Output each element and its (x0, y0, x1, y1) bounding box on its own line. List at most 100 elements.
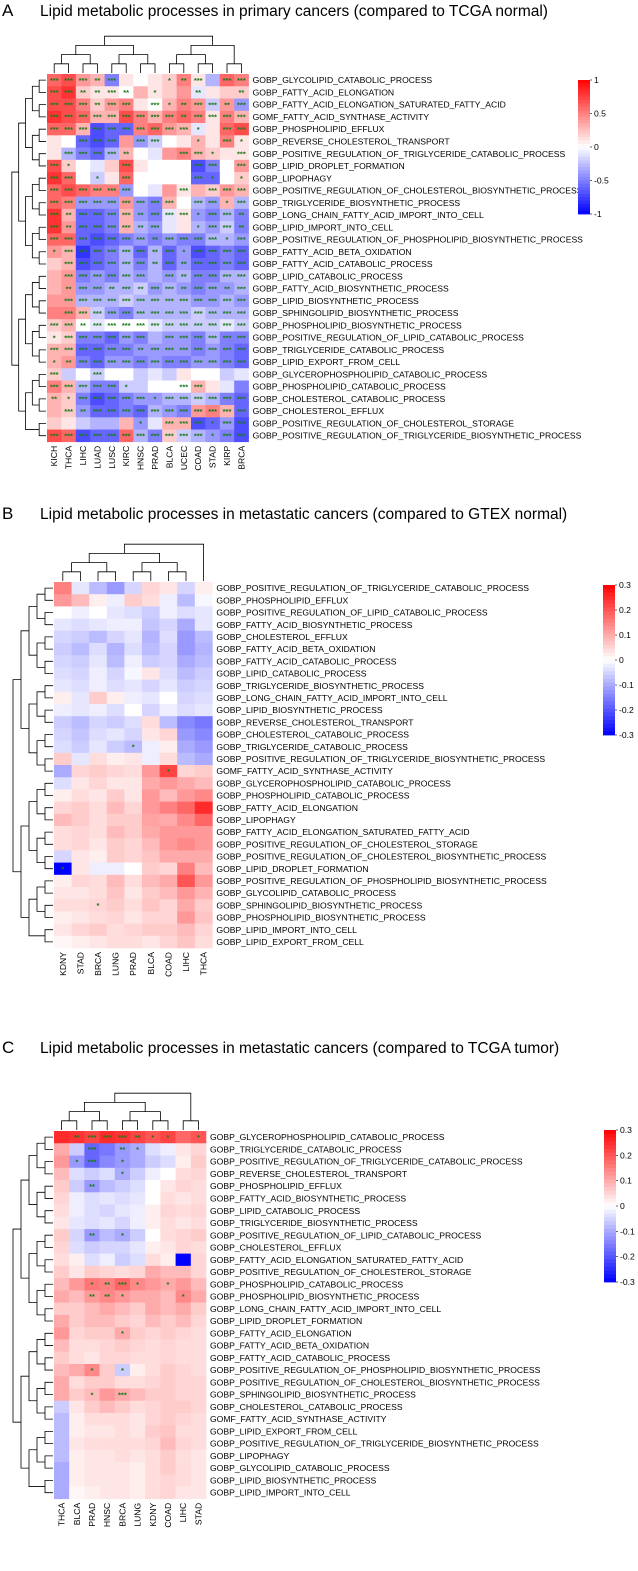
heatmap-cell (160, 1216, 176, 1230)
heatmap-cell (194, 923, 213, 937)
significance-mark: *** (107, 247, 116, 256)
heatmap-cell (219, 208, 235, 222)
significance-mark: *** (79, 333, 88, 342)
significance-mark: ** (94, 76, 100, 85)
significance-mark: *** (194, 247, 203, 256)
row-label: GOBP_TRIGLYCERIDE_CATABOLIC_PROCESS (210, 1144, 402, 1154)
heatmap-cell (106, 691, 125, 705)
significance-mark: * (197, 1133, 200, 1142)
heatmap-cell (147, 392, 163, 406)
heatmap-cell (106, 752, 125, 766)
heatmap-cell (75, 172, 91, 185)
heatmap-cell (159, 704, 178, 717)
dendrograms (11, 35, 242, 437)
legend-tick-label: 0.2 (620, 1150, 632, 1160)
heatmap-cell (104, 110, 120, 124)
significance-mark: *** (194, 382, 203, 391)
heatmap-cell (177, 655, 196, 668)
heatmap-cell (176, 270, 192, 283)
column-label: KIRP (222, 446, 232, 466)
heatmap-cell (194, 643, 213, 656)
heatmap-cell (190, 1216, 207, 1230)
significance-mark: *** (237, 272, 246, 281)
heatmap-cell (69, 1474, 85, 1487)
significance-mark: *** (79, 346, 88, 355)
column-dendrogram-branch (104, 35, 213, 46)
significance-mark: *** (93, 284, 102, 293)
heatmap-cell (133, 196, 149, 210)
heatmap-cell (177, 813, 196, 827)
legend-swatch (604, 1198, 616, 1203)
heatmap-cell (147, 208, 163, 222)
column-label: KICH (49, 446, 59, 467)
heatmap-cell (130, 1449, 146, 1463)
significance-mark: * (75, 1157, 78, 1166)
column-label: STAD (208, 446, 218, 468)
significance-mark: * (182, 1292, 185, 1301)
row-dendrogram-branch (36, 789, 45, 815)
heatmap-cell (84, 1486, 100, 1500)
heatmap-cell (159, 899, 178, 912)
heatmap-cell (75, 233, 91, 246)
heatmap-cell (119, 123, 134, 136)
row-dendrogram-branch (12, 679, 21, 873)
significance-mark: *** (93, 407, 102, 416)
heatmap-cell (114, 1388, 131, 1402)
heatmap-cell (54, 1449, 70, 1463)
heatmap-cell (177, 777, 196, 790)
legend-swatch (603, 630, 615, 635)
row-label: GOBP_FATTY_ACID_ELONGATION (253, 87, 395, 97)
heatmap-cell (160, 1412, 176, 1426)
heatmap-cell (71, 899, 90, 912)
heatmap-cell (133, 135, 149, 148)
legend-swatch (578, 160, 590, 165)
heatmap-cell (159, 850, 178, 863)
heatmap-cell (61, 172, 77, 185)
heatmap-cell (84, 1155, 100, 1169)
heatmap-cell (106, 655, 125, 668)
heatmap-cell (75, 368, 91, 381)
legend-tick-label: 0.1 (619, 630, 631, 640)
heatmap-cell (124, 594, 143, 607)
significance-mark: *** (165, 211, 174, 220)
heatmap-cell (69, 1449, 85, 1463)
row-label: GOBP_FATTY_ACID_ELONGATION_SATURATED_FAT… (216, 827, 469, 837)
heatmap-cell (119, 282, 134, 295)
heatmap-cell (194, 826, 213, 839)
legend-swatch (578, 100, 590, 104)
heatmap-cell (114, 1229, 131, 1242)
heatmap-cell (104, 319, 120, 332)
significance-mark: *** (223, 260, 232, 269)
row-label: GOBP_FATTY_ACID_CATABOLIC_PROCESS (253, 259, 433, 269)
heatmap-cell (71, 911, 90, 924)
significance-mark: *** (93, 260, 102, 269)
row-label: GOBP_CHOLESTEROL_EFFLUX (210, 1243, 342, 1253)
significance-mark: *** (122, 235, 131, 244)
significance-mark: * (226, 235, 229, 244)
heatmap-cell (162, 159, 177, 173)
heatmap-cell (234, 208, 249, 222)
heatmap-cell (133, 306, 149, 320)
heatmap-cell (124, 618, 143, 632)
significance-mark: *** (151, 198, 160, 207)
legend-swatch (603, 660, 615, 665)
heatmap-cell (90, 270, 105, 283)
heatmap-cell (162, 135, 177, 148)
heatmap-cell (142, 838, 160, 851)
heatmap-cell (130, 1339, 146, 1352)
significance-mark: *** (107, 431, 116, 440)
row-label: GOBP_GLYCEROPHOSPHOLIPID_CATABOLIC_PROCE… (253, 369, 488, 379)
significance-mark: ** (89, 1182, 95, 1191)
significance-mark: *** (93, 309, 102, 318)
heatmap-cell (194, 887, 213, 900)
significance-mark: *** (194, 407, 203, 416)
heatmap-cell (190, 1339, 207, 1352)
column-labels: THCA BLCA PRAD HNSC BRCA LUNG KDNY COAD LIHC STAD (57, 1502, 204, 1527)
heatmap-cell (234, 331, 249, 345)
heatmap-cell (162, 294, 177, 308)
row-label: GOBP_CHOLESTEROL_CATABOLIC_PROCESS (253, 394, 446, 404)
heatmap-cell (130, 1167, 146, 1181)
legend-swatch (603, 633, 615, 638)
legend-swatch (604, 1141, 616, 1146)
row-label: GOBP_POSITIVE_REGULATION_OF_LIPID_CATABO… (253, 333, 525, 343)
